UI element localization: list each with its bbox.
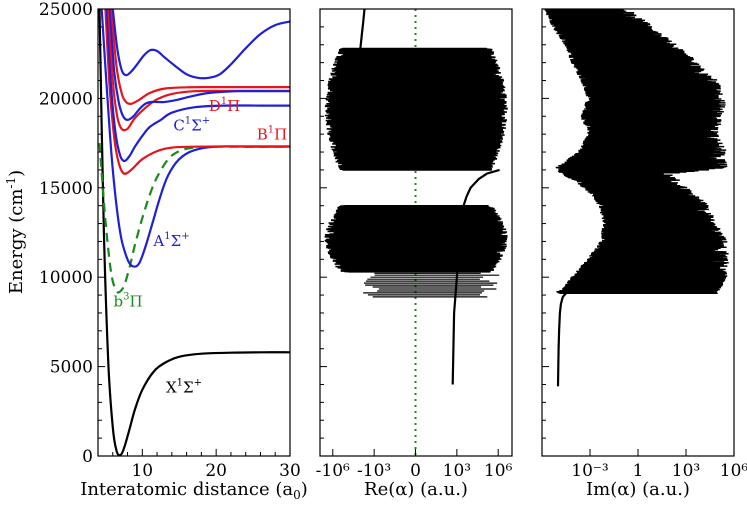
curve-X1 [98,9,290,456]
curve-state-8 [111,9,290,80]
resonance-band-upper [324,47,508,171]
resonance-band-lower [324,205,508,273]
curve-state-4 [105,9,290,163]
p2-xtick-label: 10³ [443,461,471,481]
curve-A1 [100,9,290,268]
p1-frame [97,8,291,457]
p1-ticks: 0 5000 10000 15000 20000 25000 10 20 30 [39,0,301,481]
p2-xtick-label: 10⁶ [484,461,513,481]
p1-ytick-label: 5000 [50,358,93,378]
label-B1: B1Π [257,125,288,144]
p1-y-axis-title: Energy (cm-1) [4,170,27,294]
p1-curve-labels: X1Σ+ b3Π A1Σ+ B1Π C1Σ+D1Π [114,96,288,397]
real-branch-1 [461,168,500,210]
p1-ytick-label: 10000 [39,268,93,288]
p1-ytick-label: 0 [82,447,93,467]
p1-ytick-label: 15000 [39,179,93,199]
p1-xtick-label: 20 [205,461,227,481]
p3-xtick-label: 10⁻³ [571,461,608,481]
p2-xtick-label: 0 [410,461,421,481]
p3-x-axis-title: Im(α) (a.u.) [586,479,690,500]
p2-ticks: -10⁶ -10³ 0 10³ 10⁶ [316,8,513,481]
p3-ticks: 10⁻³ 1 10³ 10⁶ [542,8,747,481]
potential-curves [98,9,290,456]
p1-xtick-label: 10 [131,461,153,481]
curve-C1 [108,9,290,122]
p3-xtick-label: 10⁶ [720,461,747,481]
real-branch-0 [451,209,464,385]
label-C1: C1Σ+ [173,116,210,135]
label-D1: D1Π [209,96,241,115]
p2-frame [319,8,513,457]
real-polarizability-panel: -10⁶ -10³ 0 10³ 10⁶ Re(α) (a.u.) [316,8,513,500]
real-polarizability-curves [324,9,508,456]
curve-B1 [104,9,290,175]
p1-xtick-label: 30 [279,461,301,481]
p1-ytick-label: 20000 [39,89,93,109]
potential-curves-panel: 0 5000 10000 15000 20000 25000 10 20 30 X1Σ+ b3Π A… [4,0,308,502]
label-X1: X1Σ+ [166,378,202,397]
p2-x-axis-title: Re(α) (a.u.) [364,479,468,500]
label-b3: b3Π [114,292,143,311]
real-branch-2 [359,9,366,49]
label-A1: A1Σ+ [152,231,189,250]
p3-frame [541,8,735,457]
imaginary-polarizability-curves [544,9,729,387]
curve-state-5 [107,9,290,132]
p2-xtick-label: -10⁶ [316,461,350,481]
resonance-band-sparse [363,272,500,298]
imaginary-resonances [544,9,729,295]
curve-b3 [98,143,290,294]
imaginary-branch [556,292,567,387]
p1-x-axis-title: Interatomic distance (a0) [80,479,308,502]
p1-ytick-label: 25000 [39,0,93,20]
curve-D1 [110,9,290,105]
p3-xtick-label: 1 [633,461,644,481]
p2-xtick-label: -10³ [357,461,391,481]
imaginary-polarizability-panel: 10⁻³ 1 10³ 10⁶ Im(α) (a.u.) [541,8,747,500]
p3-xtick-label: 10³ [672,461,700,481]
